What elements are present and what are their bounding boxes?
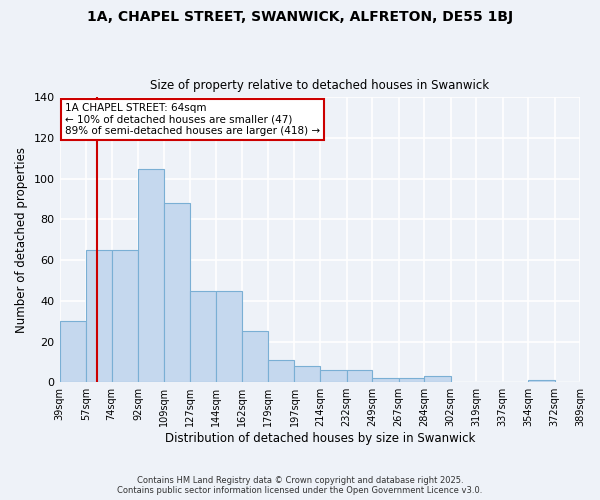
Bar <box>139 168 164 382</box>
Bar <box>398 378 424 382</box>
Text: Contains HM Land Registry data © Crown copyright and database right 2025.
Contai: Contains HM Land Registry data © Crown c… <box>118 476 482 495</box>
Y-axis label: Number of detached properties: Number of detached properties <box>15 147 28 333</box>
Bar <box>59 321 86 382</box>
Bar <box>86 250 112 382</box>
X-axis label: Distribution of detached houses by size in Swanwick: Distribution of detached houses by size … <box>164 432 475 445</box>
Bar <box>242 332 268 382</box>
Bar <box>424 376 451 382</box>
Bar <box>190 290 215 382</box>
Bar <box>347 370 372 382</box>
Bar <box>112 250 139 382</box>
Bar <box>215 290 242 382</box>
Text: 1A CHAPEL STREET: 64sqm
← 10% of detached houses are smaller (47)
89% of semi-de: 1A CHAPEL STREET: 64sqm ← 10% of detache… <box>65 103 320 136</box>
Bar <box>295 366 320 382</box>
Bar <box>372 378 398 382</box>
Text: 1A, CHAPEL STREET, SWANWICK, ALFRETON, DE55 1BJ: 1A, CHAPEL STREET, SWANWICK, ALFRETON, D… <box>87 10 513 24</box>
Bar <box>164 203 190 382</box>
Bar <box>528 380 555 382</box>
Bar <box>320 370 347 382</box>
Title: Size of property relative to detached houses in Swanwick: Size of property relative to detached ho… <box>150 79 490 92</box>
Bar <box>268 360 295 382</box>
